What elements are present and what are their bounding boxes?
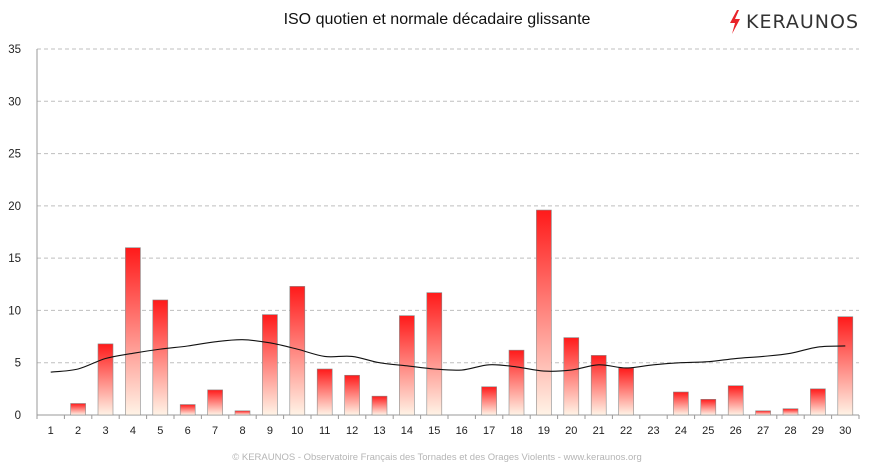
x-tick-label: 17 — [483, 425, 495, 437]
x-tick-label: 1 — [48, 425, 54, 437]
y-tick-label: 25 — [8, 149, 21, 161]
x-tick-label: 18 — [510, 425, 522, 437]
x-tick-label: 15 — [428, 425, 440, 437]
x-tick-label: 10 — [291, 425, 303, 437]
bar-day-25 — [700, 399, 717, 416]
x-tick-label: 2 — [75, 425, 81, 437]
bar-day-6 — [179, 404, 196, 416]
normal-line-series — [50, 339, 846, 373]
y-tick-label: 30 — [8, 96, 21, 108]
bar-day-11 — [316, 368, 333, 416]
y-tick-label: 5 — [15, 358, 21, 370]
x-tick-label: 9 — [267, 425, 273, 437]
bar-day-27 — [755, 410, 771, 416]
bar-day-19 — [536, 209, 552, 416]
x-tick-label: 22 — [620, 425, 632, 437]
x-tick-label: 25 — [702, 425, 714, 437]
y-tick-label: 0 — [15, 410, 21, 422]
x-tick-label: 4 — [130, 425, 136, 437]
y-tick-label: 35 — [8, 44, 21, 56]
bar-day-24 — [673, 391, 689, 416]
x-tick-label: 20 — [565, 425, 577, 437]
bar-day-5 — [152, 299, 169, 416]
bar-day-13 — [371, 395, 388, 416]
bar-day-7 — [207, 389, 223, 416]
x-tick-label: 24 — [675, 425, 687, 437]
bar-day-3 — [97, 343, 114, 416]
y-tick-label: 15 — [8, 253, 21, 265]
chart-title: ISO quotien et normale décadaire glissan… — [283, 11, 591, 28]
x-tick-label: 11 — [319, 425, 330, 437]
x-tick-label: 7 — [212, 425, 218, 437]
logo-text: KERAUNOS — [746, 11, 860, 33]
x-tick-label: 21 — [593, 425, 605, 437]
bar-day-15 — [426, 292, 443, 416]
bar-day-20 — [563, 337, 580, 416]
y-tick-label: 10 — [8, 305, 21, 317]
x-tick-label: 8 — [239, 425, 245, 437]
bar-day-4 — [125, 247, 141, 416]
x-tick-label: 19 — [538, 425, 550, 437]
x-tick-label: 16 — [456, 425, 468, 437]
y-tick-label: 20 — [8, 201, 21, 213]
x-tick-label: 27 — [757, 425, 769, 437]
x-tick-label: 12 — [346, 425, 358, 437]
bar-day-12 — [344, 374, 360, 416]
bar-day-8 — [234, 410, 251, 416]
bar-day-28 — [782, 408, 799, 416]
x-tick-label: 14 — [401, 425, 413, 437]
bar-day-2 — [70, 403, 86, 416]
x-tick-label: 29 — [812, 425, 824, 437]
bar-day-30 — [837, 316, 854, 416]
x-tick-label: 13 — [373, 425, 385, 437]
bar-day-21 — [590, 355, 607, 416]
x-tick-label: 30 — [839, 425, 851, 437]
bar-day-9 — [262, 314, 278, 416]
x-tick-label: 26 — [730, 425, 742, 437]
x-tick-label: 23 — [647, 425, 659, 437]
lightning-bolt-icon — [730, 10, 740, 34]
bar-day-26 — [727, 385, 744, 416]
bar-day-18 — [508, 349, 525, 416]
bar-day-29 — [810, 388, 826, 416]
x-tick-label: 6 — [185, 425, 191, 437]
x-tick-label: 5 — [157, 425, 163, 437]
footer-credit: © KERAUNOS - Observatoire Français des T… — [232, 452, 642, 463]
keraunos-logo: KERAUNOS — [728, 9, 859, 35]
bar-day-22 — [618, 367, 634, 416]
x-tick-label: 28 — [784, 425, 796, 437]
bar-day-17 — [481, 386, 497, 416]
x-tick-label: 3 — [102, 425, 108, 437]
